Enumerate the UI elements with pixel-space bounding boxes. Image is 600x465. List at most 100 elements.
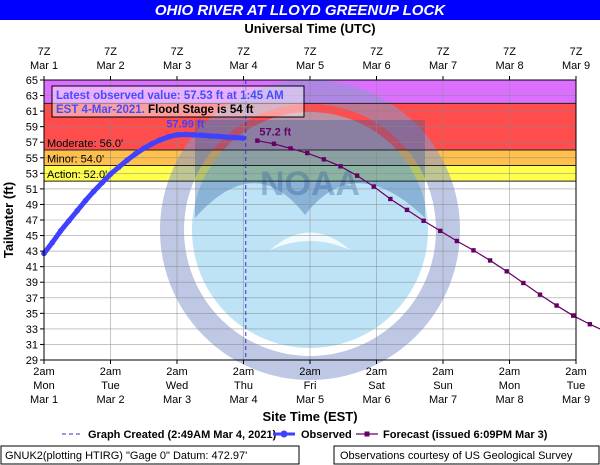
footer-credit: Observations courtesy of US Geological S… <box>340 450 573 462</box>
x-tick-time: 2am <box>233 366 254 378</box>
y-tick-label: 49 <box>26 199 38 211</box>
observed-point <box>190 132 197 138</box>
top-tick-date: Mar 3 <box>163 60 191 72</box>
forecast-point <box>438 228 443 234</box>
observed-point <box>116 164 122 170</box>
top-tick-time: 7Z <box>304 46 317 58</box>
legend-created-label: Graph Created (2:49AM Mar 4, 2021) <box>88 429 277 441</box>
top-tick-time: 7Z <box>437 46 450 58</box>
data-series: 57.99 ft 57.2 ft <box>41 118 600 330</box>
x-tick-date: Mar 2 <box>96 394 124 406</box>
top-tick-date: Mar 9 <box>562 60 590 72</box>
observed-point <box>224 134 230 140</box>
top-tick-time: 7Z <box>237 46 250 58</box>
header-bar <box>0 0 600 20</box>
x-tick-date: Mar 7 <box>429 394 457 406</box>
top-tick-date: Mar 8 <box>495 60 523 72</box>
footer-right-box <box>333 445 600 465</box>
y-tick-label: 61 <box>26 106 38 118</box>
top-tick-time: 7Z <box>38 46 51 58</box>
latest-value-box: Latest observed value: 57.53 ft at 1:45 … <box>51 85 305 118</box>
x-tick-date: Mar 6 <box>362 394 390 406</box>
y-tick-label: 39 <box>26 277 38 289</box>
observed-point <box>66 217 72 224</box>
x-tick-day: Thu <box>234 380 253 392</box>
top-tick-date: Mar 2 <box>96 60 124 72</box>
y-tick-label: 47 <box>26 215 38 227</box>
observed-point <box>157 137 164 143</box>
y-tick-label: 29 <box>26 355 38 367</box>
top-tick-time: 7Z <box>104 46 117 58</box>
forecast-crest-label: 57.2 ft <box>259 127 291 139</box>
y-tick-label: 31 <box>26 339 38 351</box>
y-tick-label: 59 <box>26 122 38 134</box>
forecast-point <box>537 292 543 297</box>
x-tick-day: Tue <box>101 380 120 392</box>
top-tick-time: 7Z <box>370 46 383 58</box>
forecast-point <box>371 184 376 189</box>
x-tick-date: Mar 4 <box>229 394 257 406</box>
x-tick-date: Mar 9 <box>562 394 590 406</box>
y-tick-label: 55 <box>26 153 38 165</box>
info-line-1: Latest observed value: 57.53 ft at 1:45 … <box>56 90 284 102</box>
observed-point <box>91 188 97 195</box>
chart-title: OHIO RIVER AT LLOYD GREENUP LOCK <box>155 2 446 19</box>
observed-point <box>149 140 155 147</box>
x-tick-time: 2am <box>432 366 453 378</box>
footer: GNUK2(plotting HTIRG) "Gage 0" Datum: 47… <box>0 445 600 465</box>
observed-point <box>99 179 105 186</box>
flood-stage-labels: Action: 52.0' Minor: 54.0' Moderate: 56.0' <box>47 138 123 181</box>
observed-crest-label: 57.99 ft <box>166 118 204 130</box>
observed-point <box>240 135 246 141</box>
legend-observed-label: Observed <box>301 429 352 441</box>
y-tick-label: 65 <box>26 75 38 87</box>
observed-point <box>74 207 81 214</box>
x-tick-day: Mon <box>33 380 54 392</box>
y-tick-label: 57 <box>26 137 38 149</box>
x-tick-date: Mar 3 <box>163 394 191 406</box>
y-tick-label: 53 <box>26 168 38 180</box>
observed-point <box>174 132 180 138</box>
observed-point <box>132 151 139 157</box>
x-tick-date: Mar 1 <box>30 394 58 406</box>
observed-point <box>107 171 114 177</box>
info-line-2: EST 4-Mar-2021. Flood Stage is 54 ft <box>56 104 254 116</box>
forecast-point <box>421 218 426 223</box>
observed-point <box>140 145 147 152</box>
x-tick-day: Sat <box>368 380 385 392</box>
x-tick-day: Mon <box>499 380 520 392</box>
x-tick-time: 2am <box>565 366 586 378</box>
legend-forecast-label: Forecast (issued 6:09PM Mar 3) <box>383 429 548 441</box>
info-line-2-flood-stage: Flood Stage is 54 ft <box>145 104 254 116</box>
info-box-frame <box>51 85 305 118</box>
forecast-point <box>454 238 460 244</box>
top-tick-date: Mar 1 <box>30 60 58 72</box>
observed-point <box>182 131 189 138</box>
observed-point <box>124 157 130 163</box>
x-tick-time: 2am <box>299 366 320 378</box>
forecast-point <box>271 141 277 146</box>
forecast-point <box>288 146 293 151</box>
x-tick-time: 2am <box>33 366 54 378</box>
stage-label-minor: Minor: 54.0' <box>47 154 104 166</box>
forecast-point <box>321 157 327 162</box>
x-tick-date: Mar 8 <box>495 394 523 406</box>
y-tick-label: 35 <box>26 308 38 320</box>
y-tick-label: 51 <box>26 184 38 196</box>
forecast-point <box>504 269 509 274</box>
watermark-bird <box>270 232 350 250</box>
info-line-2-date: EST 4-Mar-2021. <box>56 104 145 116</box>
forecast-point <box>404 207 410 213</box>
x-tick-day: Fri <box>304 380 317 392</box>
legend: Graph Created (2:49AM Mar 4, 2021) Observ… <box>62 429 548 441</box>
observed-point <box>49 239 56 246</box>
y-tick-label: 43 <box>26 246 38 258</box>
stage-label-moderate: Moderate: 56.0' <box>47 138 123 150</box>
y-tick-label: 41 <box>26 262 38 274</box>
forecast-point <box>554 303 559 308</box>
legend-forecast-marker <box>364 431 370 437</box>
forecast-point <box>587 322 593 327</box>
forecast-point <box>388 196 393 202</box>
top-tick-time: 7Z <box>503 46 516 58</box>
